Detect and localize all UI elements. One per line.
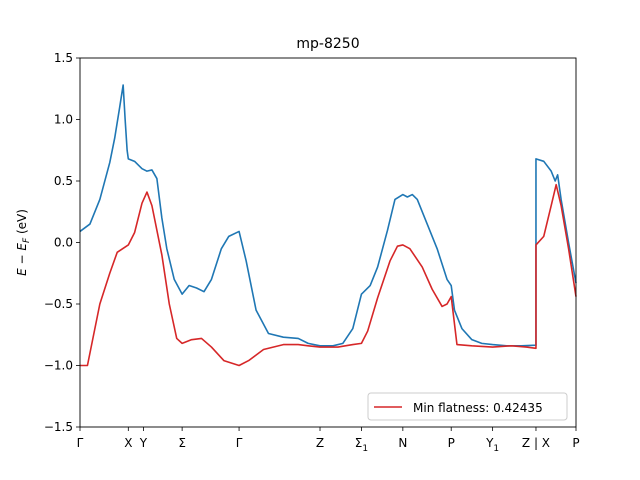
x-tick-label: Y (139, 436, 148, 450)
y-tick-label: −0.5 (44, 297, 73, 311)
chart-title: mp-8250 (296, 36, 359, 52)
y-tick-label: 0.5 (54, 174, 73, 188)
x-tick-label: Γ (236, 436, 243, 450)
x-tick-label: P (572, 436, 579, 450)
x-tick-label: Z (316, 436, 324, 450)
y-tick-label: −1.5 (44, 420, 73, 434)
legend-label: Min flatness: 0.42435 (413, 401, 543, 415)
y-axis: −1.5 −1.0 −0.5 0.0 0.5 1.0 1.5 (44, 51, 80, 434)
y-tick-label: 0.0 (54, 236, 73, 250)
x-tick-label: X (124, 436, 132, 450)
svg-text:E − EF (eV): E − EF (eV) (15, 209, 32, 276)
x-tick-label: P (448, 436, 455, 450)
series-line-1 (79, 84, 577, 347)
x-tick-label: Γ (77, 436, 84, 450)
y-tick-label: −1.0 (44, 359, 73, 373)
x-tick-label: Σ1 (355, 436, 368, 454)
x-axis: Γ X Y Σ Γ Z Σ1 N P Y1 Z | X P (77, 427, 580, 454)
series-line-2 (80, 183, 577, 367)
y-axis-label: E − EF (eV) (15, 209, 32, 276)
x-tick-label: Σ (178, 436, 186, 450)
x-tick-label: Y1 (485, 436, 499, 454)
legend-box (367, 392, 568, 421)
x-tick-label: Z | X (522, 436, 550, 450)
plot-lines (79, 84, 577, 367)
x-tick-label: N (398, 436, 407, 450)
legend: Min flatness: 0.42435 (367, 392, 568, 421)
y-tick-label: 1.5 (54, 51, 73, 65)
plot-frame (79, 57, 577, 428)
y-tick-label: 1.0 (54, 113, 73, 127)
